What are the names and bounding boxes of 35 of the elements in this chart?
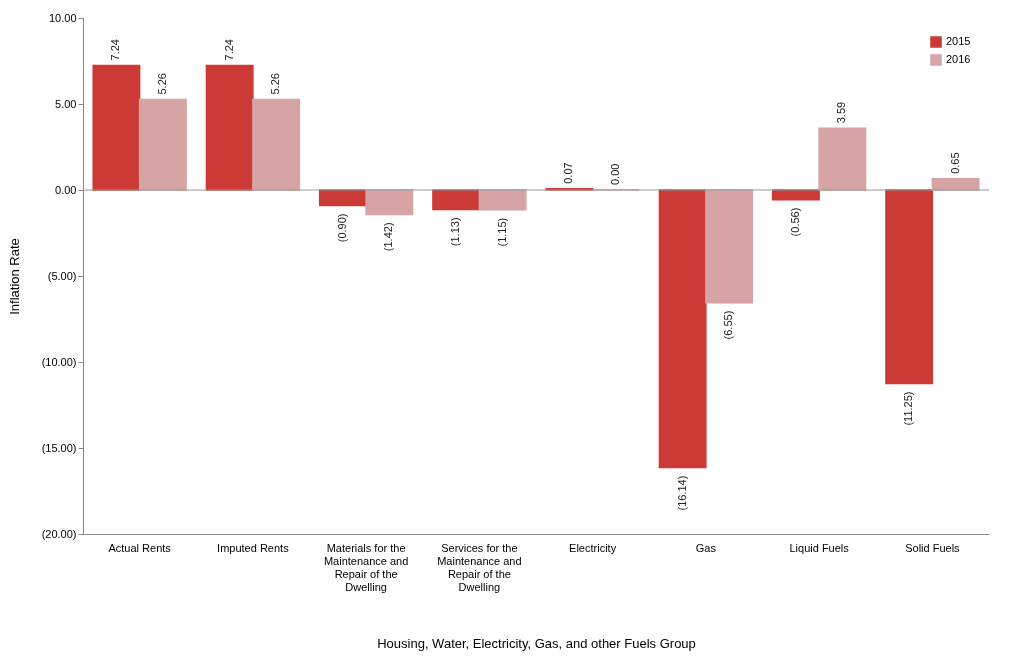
y-tick-label: (20.00) — [41, 527, 77, 540]
data-label: (1.15) — [495, 217, 508, 247]
y-tick-label: (10.00) — [41, 355, 77, 368]
data-label: 5.26 — [155, 73, 168, 95]
x-tick-label: Actual Rents — [108, 541, 172, 554]
y-tick-label: (15.00) — [41, 441, 77, 454]
x-tick-label: Materials for the Maintenance and Repair of the Dwelling — [323, 541, 409, 593]
data-label: (16.14) — [675, 475, 688, 511]
y-axis-title: Inflation Rate — [6, 238, 22, 315]
data-label: (1.42) — [382, 222, 395, 252]
data-label: 0.07 — [562, 162, 575, 184]
legend-label: 2015 — [946, 35, 971, 47]
data-label: 5.26 — [269, 73, 282, 95]
data-label: 0.65 — [948, 152, 961, 174]
x-tick-label: Electricity — [569, 541, 617, 554]
y-tick-label: 5.00 — [55, 97, 77, 110]
y-tick-label: 10.00 — [48, 11, 77, 24]
x-tick-label: Services for the Maintenance and Repair of the Dwelling — [437, 541, 522, 593]
x-tick-label: Imputed Rents — [217, 541, 290, 554]
y-tick-label: 0.00 — [55, 183, 77, 196]
data-label: (11.25) — [902, 391, 915, 426]
x-tick-label: Solid Fuels — [905, 541, 961, 554]
data-label: 7.24 — [109, 39, 122, 61]
data-label: 7.24 — [222, 39, 235, 61]
data-label: (1.13) — [449, 217, 462, 247]
x-axis-title: Housing, Water, Electricity, Gas, and other Fuels Group — [377, 635, 696, 651]
x-tick-label: Liquid Fuels — [789, 541, 850, 554]
y-tick-label: (5.00) — [47, 269, 77, 282]
data-label: (0.56) — [788, 207, 801, 237]
x-tick-label: Gas — [695, 541, 717, 554]
legend-label: 2016 — [946, 53, 971, 65]
data-label: (6.55) — [722, 310, 735, 340]
data-label: 0.00 — [608, 163, 621, 185]
data-label: (0.90) — [335, 213, 348, 243]
data-label: 3.59 — [835, 101, 848, 124]
